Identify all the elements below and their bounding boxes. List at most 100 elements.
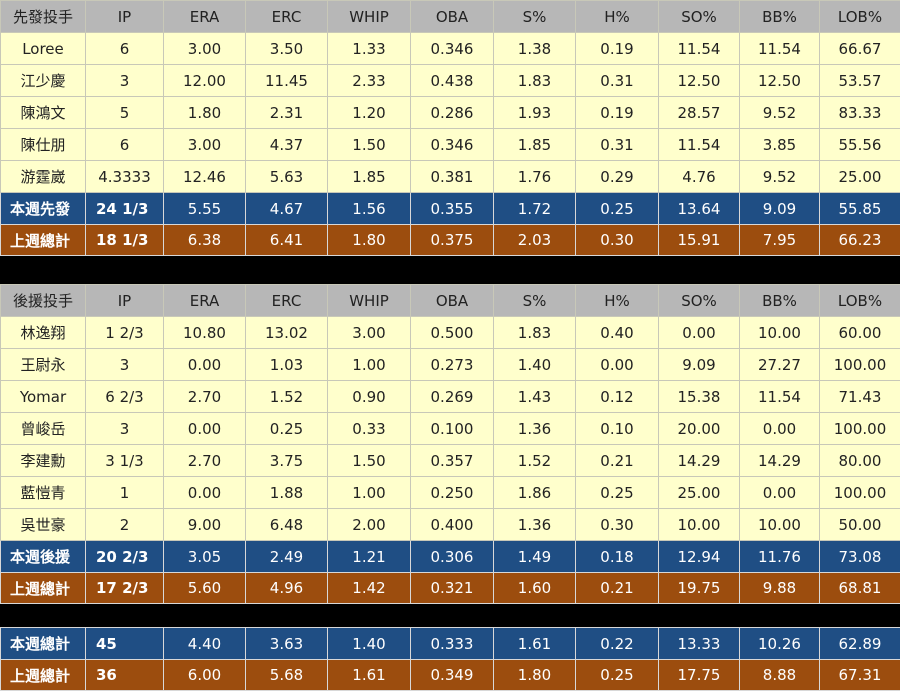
- stat-cell: 36: [86, 660, 164, 691]
- stat-cell: 0.25: [576, 660, 659, 691]
- stat-cell: 1.33: [328, 33, 411, 65]
- stat-cell: 1.80: [494, 660, 576, 691]
- stat-cell: 3: [86, 413, 164, 445]
- stat-cell: 8.88: [740, 660, 820, 691]
- stat-cell: 100.00: [820, 413, 900, 445]
- stat-cell: 1.00: [328, 349, 411, 381]
- stat-cell: 0.00: [164, 413, 246, 445]
- stat-cell: 11.54: [659, 33, 740, 65]
- pitcher-row: 陳仕朋 6 3.00 4.37 1.50 0.346 1.85 0.31 11.…: [1, 129, 900, 161]
- stat-cell: 0.25: [576, 477, 659, 509]
- stat-cell: 12.46: [164, 161, 246, 193]
- stat-cell: 1.21: [328, 541, 411, 573]
- stat-cell: 1.60: [494, 573, 576, 604]
- stat-cell: 1.61: [494, 628, 576, 660]
- pitcher-row: 藍愷青 1 0.00 1.88 1.00 0.250 1.86 0.25 25.…: [1, 477, 900, 509]
- stat-cell: 1.03: [246, 349, 328, 381]
- stat-cell: 11.54: [740, 33, 820, 65]
- col-oba: OBA: [411, 285, 494, 317]
- pitcher-row: 王尉永 3 0.00 1.03 1.00 0.273 1.40 0.00 9.0…: [1, 349, 900, 381]
- stat-cell: 0.30: [576, 509, 659, 541]
- stat-cell: 9.52: [740, 161, 820, 193]
- stat-cell: 24 1/3: [86, 193, 164, 225]
- stat-cell: 0.21: [576, 445, 659, 477]
- col-s-pct: S%: [494, 285, 576, 317]
- stat-cell: 100.00: [820, 477, 900, 509]
- stat-cell: 12.50: [659, 65, 740, 97]
- stat-cell: 11.54: [740, 381, 820, 413]
- stat-cell: 17 2/3: [86, 573, 164, 604]
- stat-cell: 2.03: [494, 225, 576, 256]
- stat-cell: 1.52: [494, 445, 576, 477]
- stat-cell: 12.00: [164, 65, 246, 97]
- stat-cell: 0.19: [576, 33, 659, 65]
- stat-cell: 0.22: [576, 628, 659, 660]
- stat-cell: 2.00: [328, 509, 411, 541]
- stat-cell: 0.00: [740, 477, 820, 509]
- stat-cell: 68.81: [820, 573, 900, 604]
- totals-table: 本週總計 45 4.40 3.63 1.40 0.333 1.61 0.22 1…: [0, 627, 900, 691]
- col-ip: IP: [86, 285, 164, 317]
- stat-cell: 0.400: [411, 509, 494, 541]
- stat-cell: 1.40: [328, 628, 411, 660]
- stat-cell: 14.29: [740, 445, 820, 477]
- stat-cell: 3.00: [164, 129, 246, 161]
- stat-cell: 0.273: [411, 349, 494, 381]
- col-era: ERA: [164, 285, 246, 317]
- stat-cell: 4.67: [246, 193, 328, 225]
- stat-cell: 2.33: [328, 65, 411, 97]
- stat-cell: 80.00: [820, 445, 900, 477]
- stat-cell: 0.333: [411, 628, 494, 660]
- stat-cell: 0.00: [576, 349, 659, 381]
- stat-cell: 5: [86, 97, 164, 129]
- relievers-last-week-row: 上週總計 17 2/3 5.60 4.96 1.42 0.321 1.60 0.…: [1, 573, 900, 604]
- stat-cell: 25.00: [659, 477, 740, 509]
- stat-cell: 0.100: [411, 413, 494, 445]
- pitcher-row: Yomar 6 2/3 2.70 1.52 0.90 0.269 1.43 0.…: [1, 381, 900, 413]
- stat-cell: 17.75: [659, 660, 740, 691]
- stat-cell: 3: [86, 349, 164, 381]
- stat-cell: 1.86: [494, 477, 576, 509]
- stat-cell: 62.89: [820, 628, 900, 660]
- stat-cell: 55.85: [820, 193, 900, 225]
- stat-cell: 3.00: [164, 33, 246, 65]
- stat-cell: 10.26: [740, 628, 820, 660]
- stat-cell: 1.80: [328, 225, 411, 256]
- stat-cell: 11.76: [740, 541, 820, 573]
- stat-cell: 1.72: [494, 193, 576, 225]
- stat-cell: 1.40: [494, 349, 576, 381]
- stat-cell: 5.55: [164, 193, 246, 225]
- stat-cell: 1.56: [328, 193, 411, 225]
- summary-label: 本週先發: [1, 193, 86, 225]
- stat-cell: 53.57: [820, 65, 900, 97]
- stat-cell: 60.00: [820, 317, 900, 349]
- starters-this-week-row: 本週先發 24 1/3 5.55 4.67 1.56 0.355 1.72 0.…: [1, 193, 900, 225]
- stat-cell: 0.25: [246, 413, 328, 445]
- starters-table: 先發投手 IP ERA ERC WHIP OBA S% H% SO% BB% L…: [0, 0, 900, 256]
- stat-cell: 3.00: [328, 317, 411, 349]
- relievers-header-label: 後援投手: [1, 285, 86, 317]
- stat-cell: 1.61: [328, 660, 411, 691]
- stat-cell: 1.38: [494, 33, 576, 65]
- stat-cell: 0.40: [576, 317, 659, 349]
- stat-cell: 0.381: [411, 161, 494, 193]
- stat-cell: 0.306: [411, 541, 494, 573]
- stat-cell: 0.269: [411, 381, 494, 413]
- stat-cell: 100.00: [820, 349, 900, 381]
- stat-cell: 0.31: [576, 129, 659, 161]
- stat-cell: 9.00: [164, 509, 246, 541]
- stat-cell: 0.357: [411, 445, 494, 477]
- stat-cell: 1.20: [328, 97, 411, 129]
- stat-cell: 4.37: [246, 129, 328, 161]
- stat-cell: 1.80: [164, 97, 246, 129]
- starters-last-week-row: 上週總計 18 1/3 6.38 6.41 1.80 0.375 2.03 0.…: [1, 225, 900, 256]
- stat-cell: 1.52: [246, 381, 328, 413]
- relievers-this-week-row: 本週後援 20 2/3 3.05 2.49 1.21 0.306 1.49 0.…: [1, 541, 900, 573]
- pitcher-name: 陳仕朋: [1, 129, 86, 161]
- stat-cell: 0.21: [576, 573, 659, 604]
- col-so-pct: SO%: [659, 285, 740, 317]
- col-bb-pct: BB%: [740, 285, 820, 317]
- stat-cell: 1.50: [328, 129, 411, 161]
- pitcher-row: 游霆崴 4.3333 12.46 5.63 1.85 0.381 1.76 0.…: [1, 161, 900, 193]
- col-h-pct: H%: [576, 1, 659, 33]
